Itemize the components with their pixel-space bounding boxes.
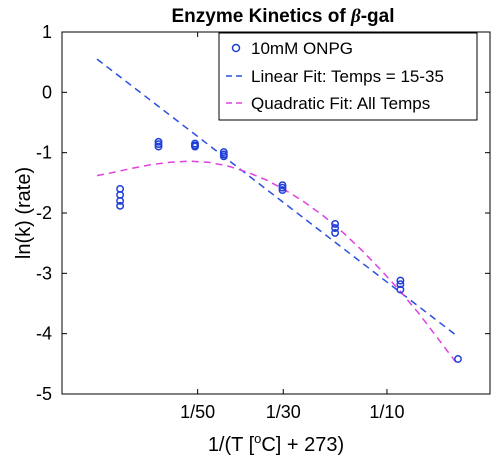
data-point bbox=[219, 148, 228, 157]
data-point bbox=[191, 142, 199, 151]
legend-label-onpg: 10mM ONPG bbox=[251, 39, 353, 58]
data-point bbox=[154, 140, 163, 149]
legend-box bbox=[218, 32, 478, 121]
x-axis-label-sup: o bbox=[254, 431, 261, 446]
chart-title: Enzyme Kinetics of β-gal bbox=[171, 6, 394, 27]
y-tick-label: -5 bbox=[36, 384, 52, 404]
data-point bbox=[116, 196, 125, 205]
chart-title-suffix: -gal bbox=[361, 6, 395, 27]
x-axis-label-prefix: 1/(T [ bbox=[208, 434, 255, 456]
data-point bbox=[396, 280, 405, 289]
legend-label-quadratic-fit: Quadratic Fit: All Temps bbox=[251, 94, 430, 113]
data-point bbox=[278, 186, 287, 195]
data-point bbox=[331, 219, 340, 228]
x-tick-label: 1/50 bbox=[180, 402, 215, 422]
data-point bbox=[278, 181, 287, 190]
legend: 10mM ONPG Linear Fit: Temps = 15-35 Quad… bbox=[218, 32, 478, 121]
y-tick-label: -2 bbox=[36, 203, 52, 223]
y-axis-ticks: -5 -4 -3 -2 -1 0 1 bbox=[36, 22, 490, 404]
legend-marker-onpg bbox=[231, 43, 241, 53]
x-tick-label: 1/10 bbox=[369, 402, 404, 422]
data-point bbox=[154, 142, 163, 151]
x-axis-label: 1/(T [oC] + 273) bbox=[208, 431, 344, 456]
data-point bbox=[116, 201, 125, 210]
chart-title-main: Enzyme Kinetics of bbox=[171, 6, 351, 27]
y-tick-label: -4 bbox=[36, 324, 52, 344]
x-tick-label: 1/30 bbox=[266, 402, 301, 422]
data-point bbox=[219, 152, 228, 161]
chart-title-symbol: β bbox=[350, 6, 361, 27]
data-point bbox=[331, 228, 340, 237]
data-point bbox=[154, 137, 163, 146]
legend-label-linear-fit: Linear Fit: Temps = 15-35 bbox=[251, 67, 444, 86]
y-axis-label: ln(k) (rate) bbox=[13, 167, 35, 259]
data-point bbox=[278, 183, 287, 192]
data-point bbox=[396, 285, 405, 294]
series-line-1 bbox=[96, 58, 459, 338]
data-point bbox=[454, 355, 462, 363]
series-layer bbox=[96, 58, 462, 366]
data-point bbox=[331, 224, 340, 233]
series-line-2 bbox=[96, 160, 459, 366]
y-tick-label: -1 bbox=[36, 143, 52, 163]
y-tick-label: -3 bbox=[36, 263, 52, 283]
x-axis-ticks: 1/50 1/30 1/10 bbox=[180, 32, 404, 422]
y-tick-label: 1 bbox=[42, 22, 52, 42]
y-tick-label: 0 bbox=[42, 82, 52, 102]
data-point bbox=[396, 276, 405, 285]
x-axis-label-suffix: C] + 273) bbox=[261, 434, 344, 456]
